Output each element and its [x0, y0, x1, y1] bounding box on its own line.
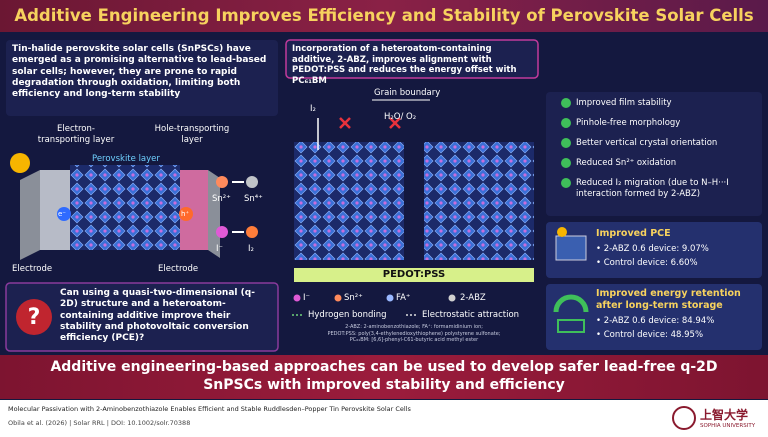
legend-label: Sn²⁺: [344, 293, 363, 303]
legend-icons: [292, 294, 456, 316]
paper-title: Molecular Passivation with 2-Aminobenzot…: [8, 405, 411, 413]
legend-label: 2-ABZ: [460, 293, 486, 303]
footnote: PEDOT:PSS: poly(3,4-ethylenedioxythiophe…: [327, 330, 501, 337]
footnote: PC₆₁BM: [6,6]-phenyl-C61-butyric acid me…: [349, 337, 479, 343]
conclusion: Additive engineering-based approaches ca…: [50, 359, 718, 393]
retention-box: [546, 284, 762, 350]
question-text: Can using a quasi-two-dimensional (q-2D)…: [60, 288, 255, 343]
electrode-label: Electrode: [158, 264, 199, 274]
etl-label: Electron-transporting layer: [37, 124, 115, 145]
htl-label: Hole-transporting layer: [154, 124, 230, 145]
sun: [10, 153, 30, 173]
university-logo: [672, 406, 696, 430]
ion-icons: [216, 176, 258, 238]
grain-right: [424, 142, 534, 260]
substrate-bar: [294, 268, 534, 282]
footer-bar: [0, 400, 768, 437]
ion-label: I⁻: [216, 244, 223, 254]
question-icon: [16, 299, 52, 335]
question-mark: ?: [28, 305, 41, 330]
benefit: Better vertical crystal orientation: [576, 138, 718, 148]
device: [20, 165, 220, 260]
pce-line: • Control device: 6.60%: [596, 258, 698, 268]
university-name: 上智大学: [700, 408, 749, 422]
conclusion-bar: [0, 355, 768, 399]
citation: Obila et al. (2026) | Solar RRL | DOI: 1…: [8, 419, 191, 427]
pce-title: Improved PCE: [596, 228, 671, 239]
electrode-label: Electrode: [12, 264, 53, 274]
ion-label: I₂: [248, 244, 254, 254]
pce-box: [546, 222, 762, 278]
title: Additive Engineering Improves Efficiency…: [14, 6, 754, 25]
panel-icon: [555, 235, 587, 261]
benefit: Pinhole-free morphology: [576, 118, 681, 128]
university-name-en: SOPHIA UNIVERSITY: [700, 423, 756, 429]
i2-label: I₂: [310, 104, 316, 114]
perovskite-label: Perovskite layer: [92, 154, 160, 164]
title-bar: [0, 0, 768, 32]
footnote: 2-ABZ: 2-aminobenzothiazole; FA⁺: formam…: [345, 324, 483, 330]
intro-box: [6, 40, 278, 116]
benefit: Reduced Sn²⁺ oxidation: [576, 158, 677, 168]
legend-label: I⁻: [303, 293, 310, 303]
center-heading: Incorporation of a heteroatom-containing…: [292, 44, 517, 86]
substrate-label: PEDOT:PSS: [382, 269, 446, 280]
retention-line: • Control device: 48.95%: [596, 330, 704, 340]
footnotes: 2-ABZ: 2-aminobenzothiazole; FA⁺: formam…: [290, 324, 538, 344]
grain-left: [294, 142, 404, 260]
pce-line: • 2-ABZ 0.6 device: 9.07%: [596, 244, 709, 254]
electron-label: e⁻: [58, 210, 67, 218]
hole-label: h⁺: [181, 210, 190, 218]
legend-label: Hydrogen bonding: [308, 310, 387, 320]
benefit: Improved film stability: [576, 98, 672, 108]
heading-box: [285, 39, 539, 79]
h2o-label: H₂O/ O₂: [384, 112, 417, 122]
gauge-icon: [553, 294, 589, 313]
intro-text: Tin-halide perovskite solar cells (SnPSC…: [12, 44, 267, 99]
legend-label: Electrostatic attraction: [422, 310, 520, 320]
retention-line: • 2-ABZ 0.6 device: 84.94%: [596, 316, 715, 326]
benefit: Reduced I₂ migration (due to N–H···I int…: [576, 178, 729, 199]
retention-title: Improved energy retention after long-ter…: [596, 288, 741, 311]
legend-label: FA⁺: [396, 293, 411, 303]
ion-label: Sn²⁺: [212, 194, 231, 204]
battery-icon: [557, 319, 585, 333]
question-box: [5, 282, 279, 352]
pce-sun: [557, 227, 567, 237]
ion-label: Sn⁴⁺: [244, 194, 263, 204]
benefits-box: [546, 92, 762, 216]
grain-boundary-label: Grain boundary: [374, 88, 441, 98]
check-icons: [561, 98, 571, 188]
blocked-marks: [339, 117, 401, 129]
